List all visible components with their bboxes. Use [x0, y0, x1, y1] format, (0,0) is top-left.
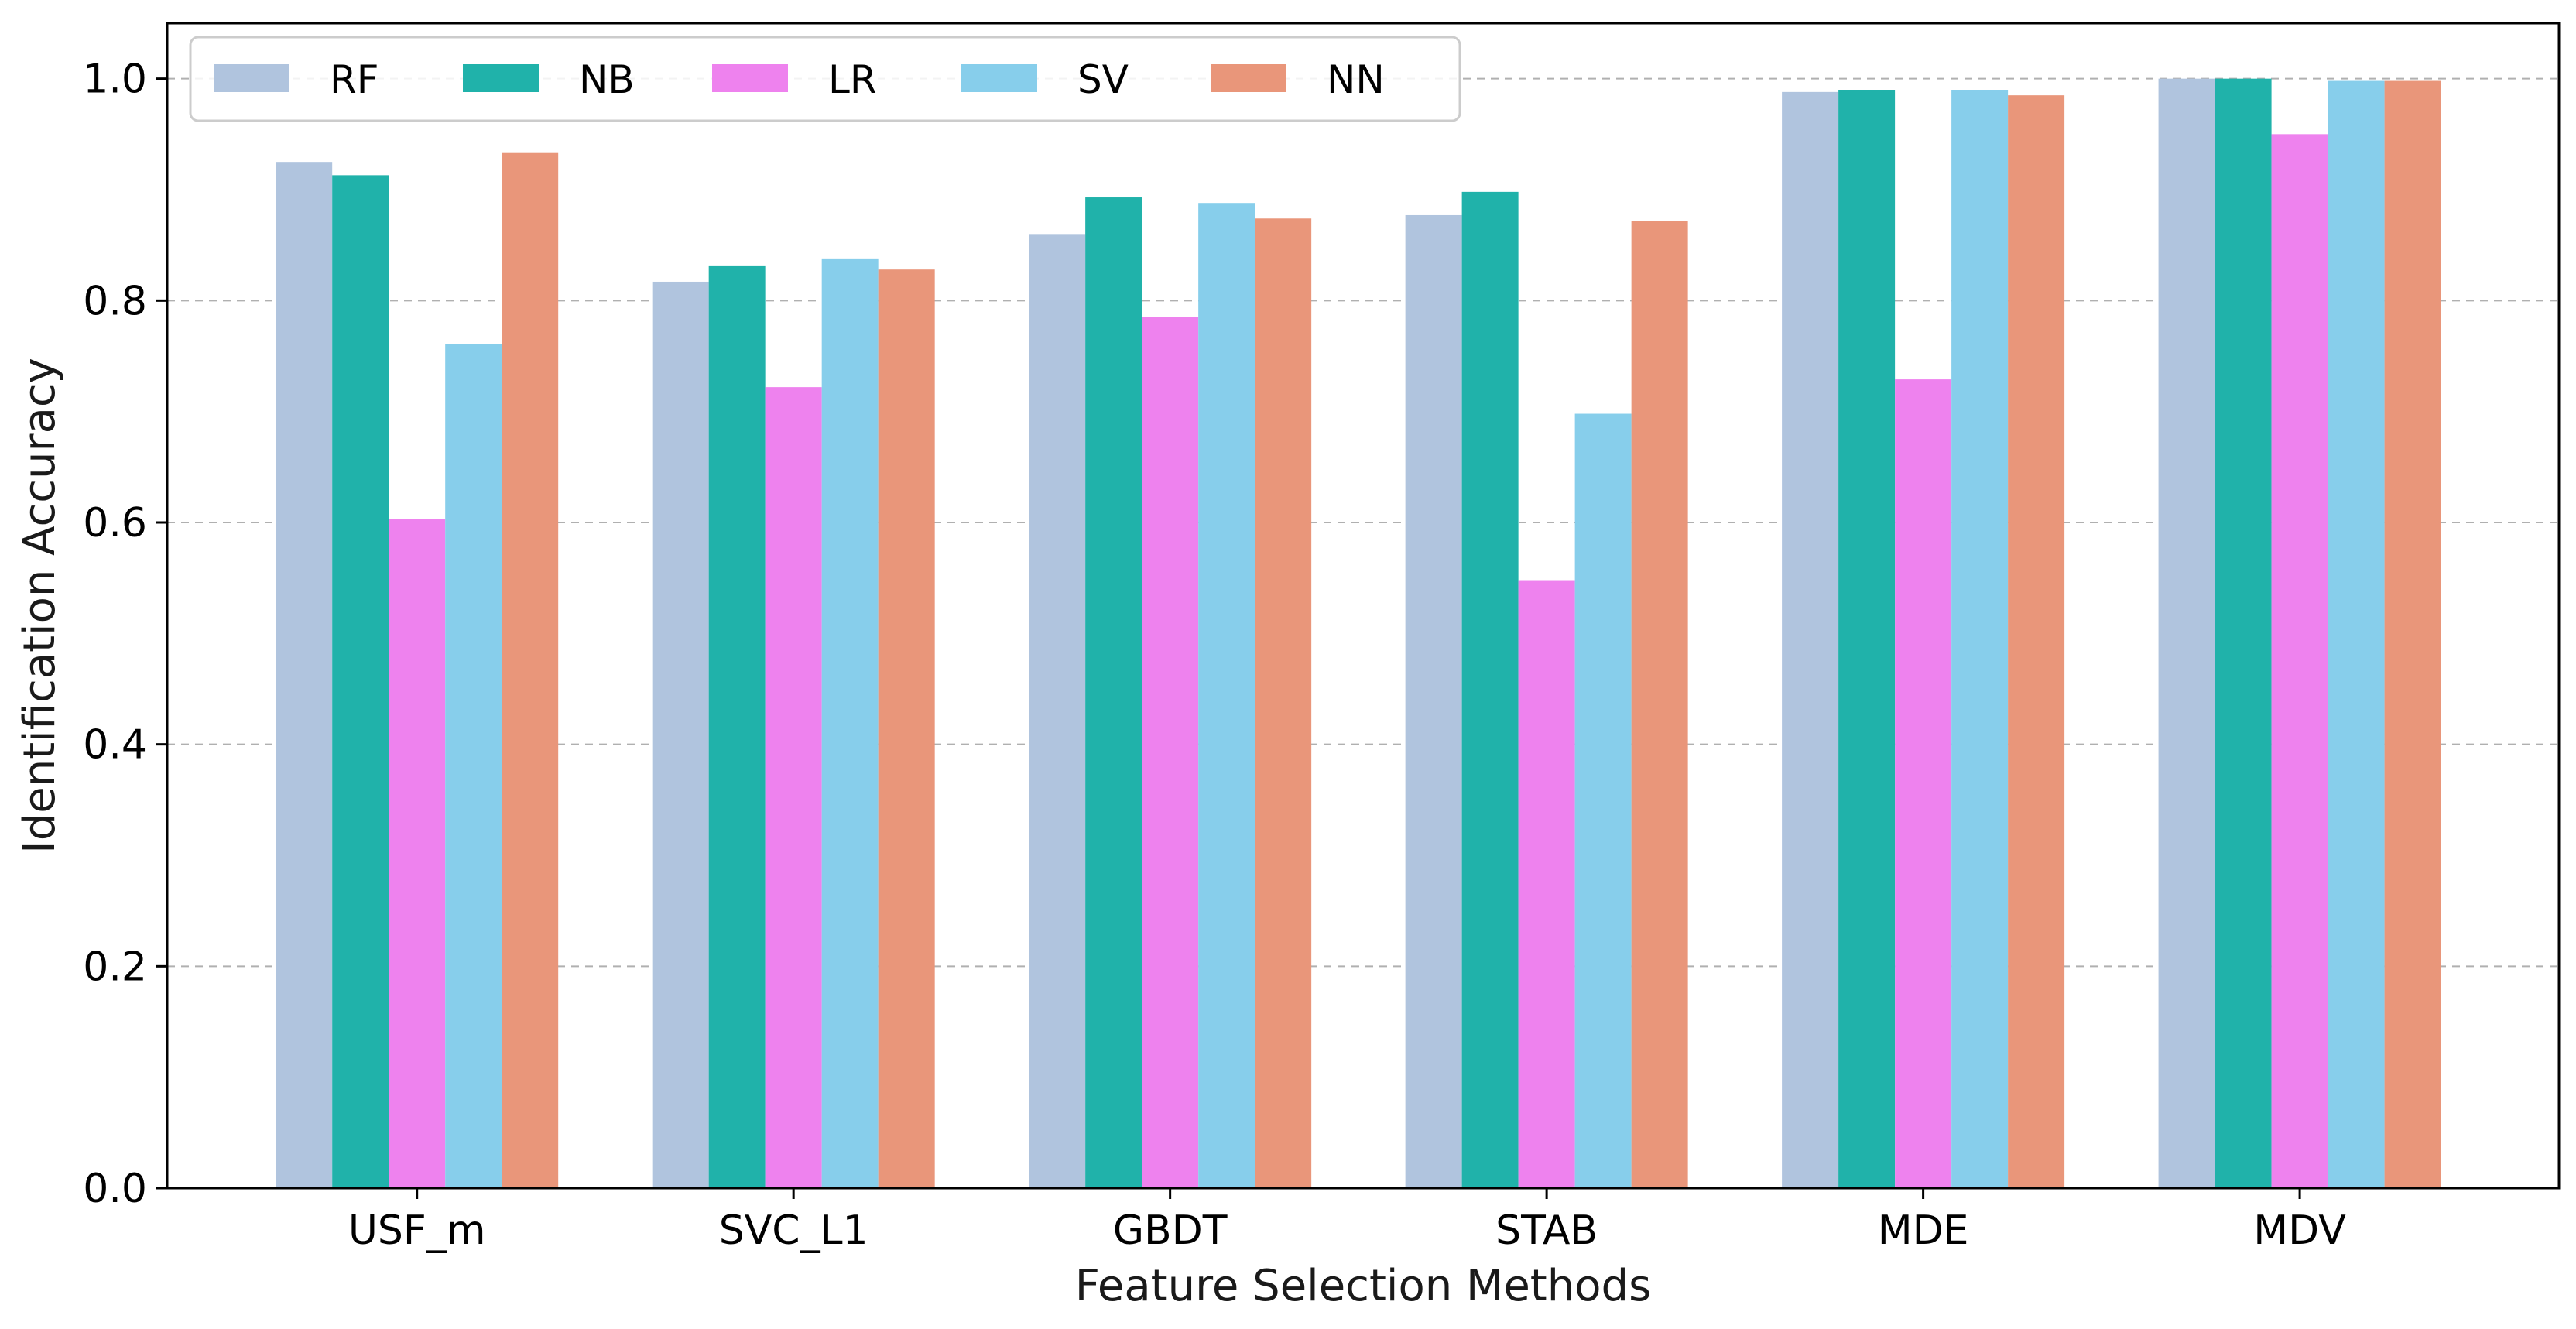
y-axis-title: Identification Accuracy: [15, 358, 65, 854]
y-tick-label: 0.0: [83, 1166, 147, 1212]
bar-nb-stab: [1461, 191, 1519, 1188]
bar-sv-stab: [1574, 413, 1632, 1188]
bar-lr-mdv: [2271, 134, 2328, 1188]
x-tick-label: USF_m: [348, 1207, 486, 1254]
bar-rf-stab: [1405, 214, 1462, 1188]
bar-lr-svc_l1: [765, 387, 822, 1189]
bars: [276, 78, 2441, 1189]
bar-sv-gbdt: [1198, 203, 1255, 1189]
legend-swatch-sv: [961, 64, 1037, 92]
y-tick-label: 1.0: [83, 57, 147, 103]
y-tick-label: 0.4: [83, 722, 147, 769]
x-tick-label: SVC_L1: [719, 1207, 868, 1254]
bar-nn-mde: [2008, 95, 2065, 1189]
x-tick-label: MDE: [1878, 1207, 1969, 1254]
axes: [166, 22, 2561, 1190]
bar-sv-usf_m: [445, 344, 502, 1188]
legend-swatch-nb: [463, 64, 539, 92]
bar-nn-mdv: [2384, 80, 2441, 1189]
legend-swatch-rf: [214, 64, 289, 92]
bar-nb-svc_l1: [708, 265, 766, 1188]
bar-rf-svc_l1: [652, 281, 709, 1188]
legend: RF NB LR SV NN: [189, 36, 1461, 122]
bar-sv-mde: [1951, 90, 2009, 1188]
x-tick-label: GBDT: [1113, 1207, 1228, 1254]
plot-frame: [166, 22, 2561, 1190]
bar-rf-mde: [1782, 91, 1839, 1188]
bar-lr-gbdt: [1142, 317, 1199, 1188]
y-tick-label: 0.6: [83, 500, 147, 546]
legend-label-nn: NN: [1327, 57, 1385, 102]
legend-label-sv: SV: [1077, 57, 1129, 102]
bar-nn-svc_l1: [878, 269, 935, 1189]
legend-swatch-lr: [712, 64, 788, 92]
bar-sv-mdv: [2328, 80, 2385, 1189]
x-axis-title: Feature Selection Methods: [1075, 1261, 1652, 1311]
bar-rf-mdv: [2158, 78, 2215, 1189]
x-tick-label: MDV: [2253, 1207, 2346, 1254]
legend-label-nb: NB: [579, 57, 635, 102]
legend-label-lr: LR: [828, 57, 877, 102]
bar-nn-stab: [1631, 221, 1688, 1189]
bar-nb-mde: [1838, 90, 1896, 1188]
y-tick-label: 0.8: [83, 278, 147, 324]
bar-rf-gbdt: [1029, 234, 1086, 1188]
bar-rf-usf_m: [276, 162, 333, 1189]
x-axis-ticks: USF_m SVC_L1 GBDT STAB MDE MDV: [348, 1188, 2346, 1254]
y-axis-ticks: 0.0 0.2 0.4 0.6 0.8 1.0: [83, 57, 167, 1212]
bar-lr-mde: [1895, 379, 1952, 1189]
x-tick-label: STAB: [1495, 1207, 1598, 1254]
bar-lr-usf_m: [389, 519, 446, 1188]
legend-box: [189, 36, 1461, 122]
legend-label-rf: RF: [330, 57, 379, 102]
bar-lr-stab: [1518, 580, 1575, 1188]
bar-nn-gbdt: [1255, 218, 1312, 1189]
y-tick-label: 0.2: [83, 944, 147, 990]
legend-swatch-nn: [1211, 64, 1286, 92]
bar-nb-gbdt: [1085, 197, 1142, 1189]
bar-nn-usf_m: [502, 152, 559, 1189]
bar-nb-usf_m: [332, 175, 389, 1188]
bar-nb-mdv: [2215, 78, 2272, 1189]
bar-sv-svc_l1: [821, 258, 879, 1188]
